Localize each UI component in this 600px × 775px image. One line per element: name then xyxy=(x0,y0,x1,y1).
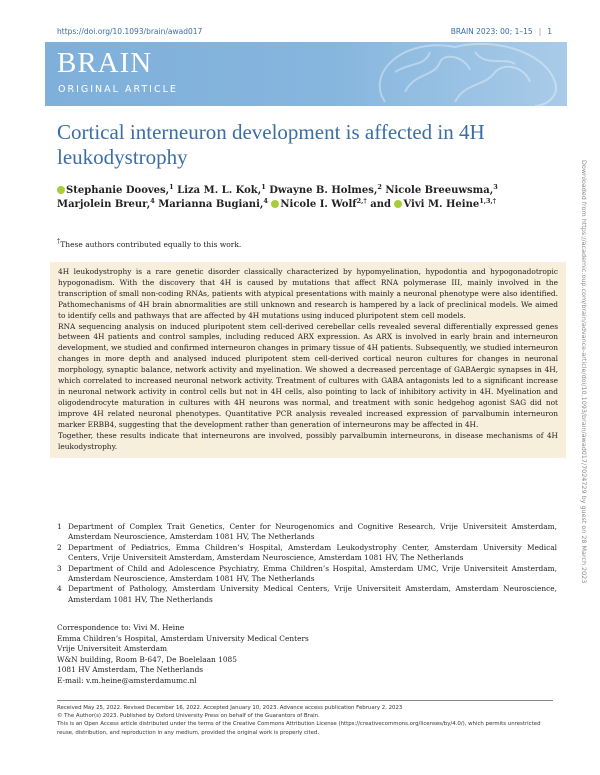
affiliation-text: Department of Complex Trait Genetics, Ce… xyxy=(68,522,557,542)
correspondence-line: 1081 HV Amsterdam, The Netherlands xyxy=(57,665,204,675)
footer-line: This is an Open Access article distribut… xyxy=(57,721,541,736)
journal-reference: BRAIN 2023: 00; 1–15 | 1 xyxy=(451,27,552,36)
abstract: 4H leukodystrophy is a rare genetic diso… xyxy=(50,262,566,459)
orcid-icon[interactable] xyxy=(394,199,403,208)
affiliation-number: 1 xyxy=(57,522,62,531)
correspondence-line[interactable]: E-mail: v.m.heine@amsterdamumc.nl xyxy=(57,675,197,685)
footer-rule xyxy=(57,700,553,701)
affiliation-number: 2 xyxy=(57,542,62,552)
author: Marianna Bugiani,4 xyxy=(158,197,271,210)
footer-line: Received May 25, 2022. Revised December … xyxy=(57,705,403,711)
journal-ref: BRAIN 2023: 00; 1–15 xyxy=(450,27,533,36)
author-line: Stephanie Dooves,1 Liza M. L. Kok,1 Dway… xyxy=(57,184,557,198)
brain-graphic xyxy=(378,43,557,106)
author-affiliation: 4 xyxy=(150,197,155,205)
correspondence-line: Vrije Universiteit Amsterdam xyxy=(57,644,168,654)
author-name: and xyxy=(370,199,391,210)
article-type: ORIGINAL ARTICLE xyxy=(58,84,178,95)
abstract-paragraph: RNA sequencing analysis on induced pluri… xyxy=(58,321,558,429)
affiliation-number: 3 xyxy=(57,563,62,573)
author-name: Marjolein Breur, xyxy=(57,199,151,210)
affiliation: 4 Department of Pathology, Amsterdam Univ… xyxy=(57,584,557,605)
author: Nicole Breeuwsma,3 xyxy=(385,183,498,196)
author-affiliation: 2 xyxy=(377,183,382,191)
author-affiliation: 1 xyxy=(261,183,266,191)
correspondence: Correspondence to: Vivi M. Heine Emma Chi… xyxy=(57,623,309,687)
affiliation-text: Department of Pathology, Amsterdam Unive… xyxy=(68,584,557,604)
separator: | xyxy=(538,27,542,36)
journal-banner: BRAIN ORIGINAL ARTICLE xyxy=(45,42,567,106)
correspondence-line: Correspondence to: Vivi M. Heine xyxy=(57,623,185,632)
author-list: Stephanie Dooves,1 Liza M. L. Kok,1 Dway… xyxy=(57,184,557,212)
author-name: Stephanie Dooves, xyxy=(66,185,170,196)
author: Dwayne B. Holmes,2 xyxy=(269,183,385,196)
correspondence-line: W&N building, Room B-647, De Boelelaan 1… xyxy=(57,654,237,664)
footnote-mark: † xyxy=(57,237,61,245)
author-affiliation: 3 xyxy=(493,183,498,191)
author-affiliation: 4 xyxy=(263,197,268,205)
affiliation-text: Department of Pediatrics, Emma Children’… xyxy=(68,542,557,563)
doi-link[interactable]: https://doi.org/10.1093/brain/awad017 xyxy=(57,27,203,36)
orcid-icon[interactable] xyxy=(57,185,65,194)
author: Vivi M. Heine1,3,† xyxy=(394,197,497,210)
author-name: Vivi M. Heine xyxy=(403,199,480,210)
journal-name: BRAIN xyxy=(57,47,153,79)
footnote: †These authors contributed equally to th… xyxy=(57,237,242,249)
affiliation-text: Department of Child and Adolescence Psyc… xyxy=(68,563,557,584)
footer: Received May 25, 2022. Revised December … xyxy=(57,704,553,737)
affiliation: 2 Department of Pediatrics, Emma Children… xyxy=(57,543,557,564)
correspondence-line: Emma Children’s Hospital, Amsterdam Univ… xyxy=(57,633,309,643)
author-affiliation: 1 xyxy=(169,183,174,191)
affiliation: 3 Department of Child and Adolescence Psy… xyxy=(57,564,557,585)
author-name: Nicole Breeuwsma, xyxy=(385,185,494,196)
author: and xyxy=(370,199,394,210)
download-note: Downloaded from https://academic.oup.com… xyxy=(580,160,588,584)
author: Nicole I. Wolf2,† xyxy=(271,197,370,210)
author: Stephanie Dooves,1 xyxy=(57,183,177,196)
footer-line: © The Author(s) 2023. Published by Oxfor… xyxy=(57,713,320,720)
author-line: Marjolein Breur,4 Marianna Bugiani,4 Nic… xyxy=(57,198,557,212)
author-name: Nicole I. Wolf xyxy=(280,199,357,210)
abstract-paragraph: 4H leukodystrophy is a rare genetic diso… xyxy=(58,267,558,320)
abstract-paragraph: Together, these results indicate that in… xyxy=(58,430,558,451)
orcid-icon[interactable] xyxy=(271,199,280,208)
affiliations: 1 Department of Complex Trait Genetics, C… xyxy=(57,522,557,605)
page-number: 1 xyxy=(547,27,552,36)
article-title: Cortical interneuron development is affe… xyxy=(57,120,485,169)
author: Liza M. L. Kok,1 xyxy=(177,183,269,196)
author-name: Liza M. L. Kok, xyxy=(177,185,262,196)
author-affiliation: 2,† xyxy=(356,197,367,205)
affiliation-number: 4 xyxy=(57,584,62,594)
footnote-text: These authors contributed equally to thi… xyxy=(60,240,242,249)
affiliation: 1 Department of Complex Trait Genetics, C… xyxy=(57,522,557,543)
author-name: Dwayne B. Holmes, xyxy=(269,185,378,196)
author-name: Marianna Bugiani, xyxy=(158,199,264,210)
author-affiliation: 1,3,† xyxy=(479,197,497,205)
author: Marjolein Breur,4 xyxy=(57,197,158,210)
